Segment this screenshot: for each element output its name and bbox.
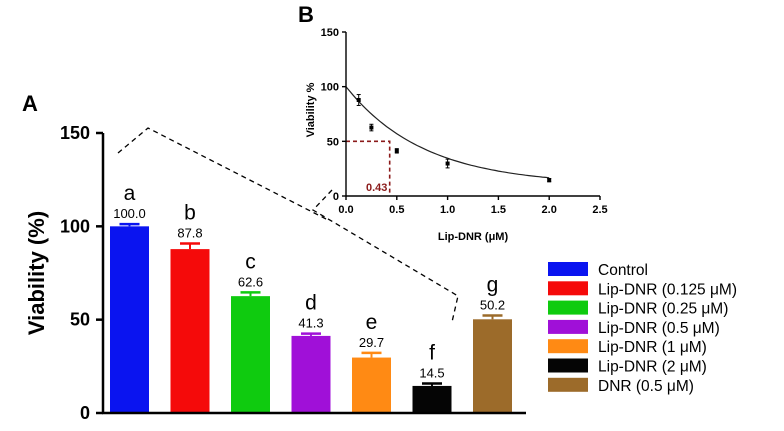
significance-letter: d [305, 292, 317, 315]
bar-5 [352, 357, 391, 413]
legend-label: Lip-DNR (1 μM) [598, 339, 707, 356]
panel-b-x-tick-label: 1.5 [491, 204, 506, 216]
panel-b-point [445, 161, 450, 166]
legend-label: Control [598, 262, 648, 279]
panel-b-point [547, 178, 552, 183]
panel-a-y-tick-label: 50 [70, 310, 90, 330]
value-label: 14.5 [419, 366, 444, 381]
value-label: 100.0 [113, 206, 146, 221]
value-label: 87.8 [177, 226, 202, 241]
panel-b-ticks: 0.0 0.5 1.0 1.5 2.0 2.5 0 50 100 150 [321, 27, 608, 216]
legend-swatch [548, 339, 588, 354]
panel-b-points [356, 94, 552, 183]
link-line-left [117, 127, 329, 221]
panel-b-y-tick-label: 50 [327, 136, 339, 148]
panel-b-dose-response: Viability % Lip-DNR (μM) 0.0 0.5 1.0 1.5 2.0… [305, 27, 608, 243]
legend-label: Lip-DNR (0.25 μM) [598, 301, 728, 318]
bar-1 [110, 226, 149, 413]
significance-letter: g [487, 274, 499, 297]
panel-a-label: A [22, 91, 38, 116]
panel-b-point [369, 125, 374, 130]
value-label: 41.3 [298, 316, 323, 331]
panel-b-fit-curve [345, 86, 550, 179]
panel-b-y-axis-title: Viability % [305, 82, 317, 137]
panel-b-ic50-label: 0.43 [366, 182, 387, 194]
legend-label: Lip-DNR (0.5 μM) [598, 320, 720, 337]
legend-swatch [548, 300, 588, 315]
legend-label: Lip-DNR (0.125 μM) [598, 281, 737, 298]
panel-b-y-tick-label: 0 [333, 191, 339, 203]
legend-swatch [548, 281, 588, 296]
panel-a-bar-chart: Viability (%) 0 50 100 150 100.0a 87.8b 62.6c… [24, 123, 526, 423]
significance-letter: c [245, 250, 256, 273]
value-label: 50.2 [480, 298, 505, 313]
panel-a-y-tick-label: 150 [60, 123, 90, 143]
panel-b-y-tick-label: 150 [321, 27, 339, 39]
legend-label: Lip-DNR (2 μM) [598, 359, 707, 376]
panel-b-x-tick-label: 0.0 [338, 204, 353, 216]
significance-letter: a [124, 182, 136, 205]
panel-a-y-tick-label: 100 [60, 216, 90, 236]
panel-a-bars: 100.0a 87.8b 62.6c 41.3d 29.7e 14.5f 50.2g [110, 182, 512, 413]
panel-a-y-ticks: 0 50 100 150 [60, 123, 103, 423]
legend-swatch [548, 262, 588, 276]
panel-a-y-tick-label: 0 [80, 403, 90, 423]
bar-6 [412, 385, 452, 413]
panel-b-point [394, 148, 399, 153]
bar-7 [473, 319, 512, 413]
panel-b-point [356, 98, 361, 103]
significance-letter: f [429, 342, 435, 365]
legend-swatch [548, 319, 588, 334]
panel-b-x-axis-title: Lip-DNR (μM) [438, 231, 509, 243]
panel-b-ic50-guide [346, 140, 391, 196]
value-label: 29.7 [359, 335, 384, 350]
panel-b-x-tick-label: 2.5 [592, 204, 607, 216]
legend-swatch [548, 377, 588, 392]
link-line-right [311, 189, 459, 323]
value-label: 62.6 [238, 274, 263, 289]
bar-4 [291, 335, 331, 413]
panel-a-y-axis-title: Viability (%) [24, 211, 49, 335]
panel-b-label: B [298, 2, 314, 27]
legend-swatch [548, 358, 588, 373]
significance-letter: e [366, 311, 378, 334]
panel-b-x-tick-label: 1.0 [440, 204, 455, 216]
panel-b-y-tick-label: 100 [321, 82, 339, 94]
legend-label: DNR (0.5 μM) [598, 378, 694, 395]
panel-b-x-tick-label: 2.0 [542, 204, 557, 216]
legend: Control Lip-DNR (0.125 μM) Lip-DNR (0.25 μ… [548, 262, 737, 395]
panel-b-x-tick-label: 0.5 [389, 204, 404, 216]
bar-3 [231, 296, 270, 413]
bar-2 [170, 249, 210, 413]
significance-letter: b [184, 202, 196, 225]
